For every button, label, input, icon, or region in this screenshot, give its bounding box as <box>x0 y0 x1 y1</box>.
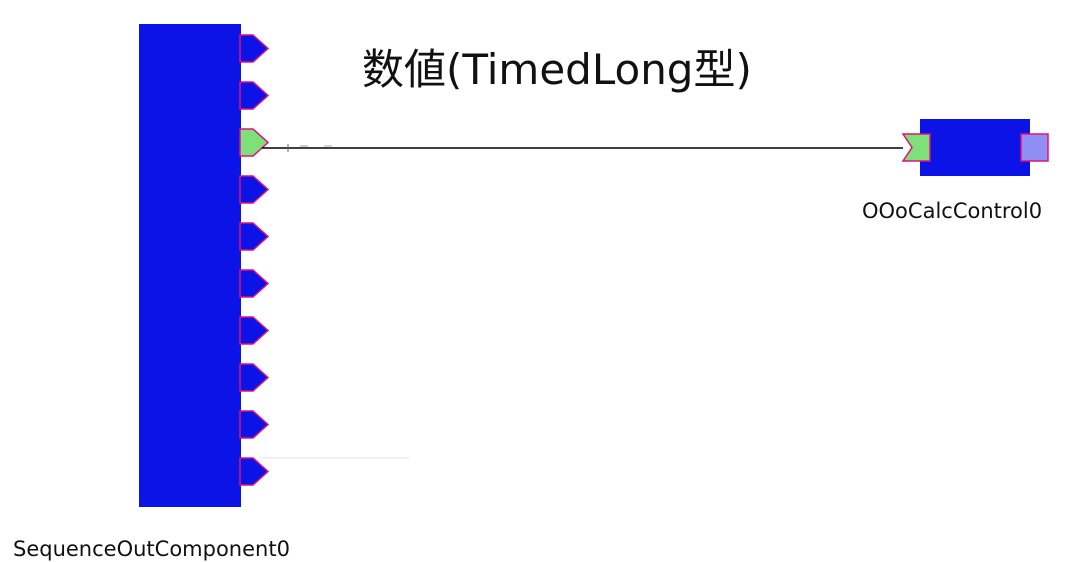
sequence-out-outport[interactable] <box>239 222 270 251</box>
ooocalc-component-body[interactable] <box>920 119 1030 176</box>
ooocalc-inport[interactable] <box>901 133 931 162</box>
sequence-out-outport[interactable] <box>239 316 270 345</box>
sequence-out-component-name: SequenceOutComponent0 <box>13 537 290 561</box>
sequence-out-component[interactable] <box>139 24 270 507</box>
connector-label: 数値(TimedLong型) <box>362 45 752 94</box>
sequence-out-outport[interactable] <box>239 269 270 298</box>
sequence-out-outport-connected[interactable] <box>239 128 270 157</box>
ooocalc-service-port[interactable] <box>1020 133 1049 162</box>
sequence-out-outport[interactable] <box>239 457 270 486</box>
sequence-out-outport[interactable] <box>239 410 270 439</box>
sequence-out-component-body[interactable] <box>139 24 241 507</box>
sequence-out-outport-group <box>239 34 270 486</box>
ooocalc-component-name: OOoCalcControl0 <box>862 199 1042 223</box>
sequence-out-outport[interactable] <box>239 81 270 110</box>
ooocalc-component[interactable] <box>901 119 1049 176</box>
sequence-out-outport[interactable] <box>239 34 270 63</box>
connector-faint-marks <box>262 144 410 459</box>
sequence-out-outport[interactable] <box>239 363 270 392</box>
sequence-out-outport[interactable] <box>239 175 270 204</box>
